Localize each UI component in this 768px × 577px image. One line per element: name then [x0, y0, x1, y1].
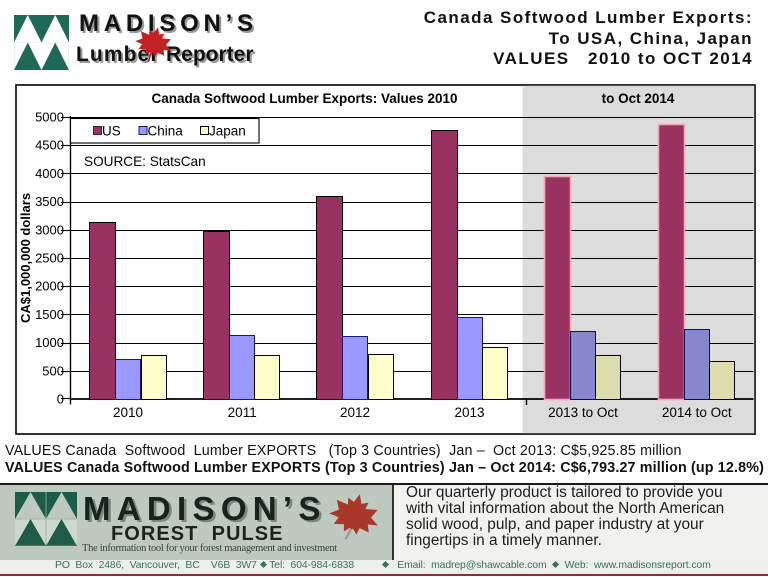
svg-text:2500: 2500 — [35, 251, 64, 266]
svg-text:500: 500 — [42, 363, 64, 378]
svg-text:Japan: Japan — [209, 124, 246, 139]
svg-text:to Oct 2014: to Oct 2014 — [602, 91, 675, 106]
svg-text:4500: 4500 — [35, 138, 64, 153]
svg-text:1500: 1500 — [35, 307, 64, 322]
svg-text:SOURCE: StatsCan: SOURCE: StatsCan — [84, 154, 206, 169]
svg-text:0: 0 — [57, 392, 64, 407]
svg-text:2013: 2013 — [454, 405, 484, 420]
svg-text:China: China — [148, 124, 184, 139]
svg-text:2014 to Oct: 2014 to Oct — [662, 405, 732, 420]
svg-text:3000: 3000 — [35, 222, 64, 237]
svg-text:5000: 5000 — [35, 110, 64, 125]
svg-text:US: US — [102, 124, 121, 139]
svg-text:2000: 2000 — [35, 279, 64, 294]
svg-text:CA$1,000,000 dollars: CA$1,000,000 dollars — [18, 193, 33, 323]
svg-text:2010: 2010 — [113, 405, 143, 420]
svg-text:1000: 1000 — [35, 335, 64, 350]
svg-text:4000: 4000 — [35, 166, 64, 181]
svg-text:2011: 2011 — [228, 405, 257, 420]
svg-text:3500: 3500 — [35, 194, 64, 209]
svg-text:Canada Softwood Lumber Exports: Canada Softwood Lumber Exports: Values 2… — [151, 91, 457, 106]
svg-text:2013 to Oct: 2013 to Oct — [548, 405, 618, 420]
svg-text:2012: 2012 — [340, 405, 370, 420]
